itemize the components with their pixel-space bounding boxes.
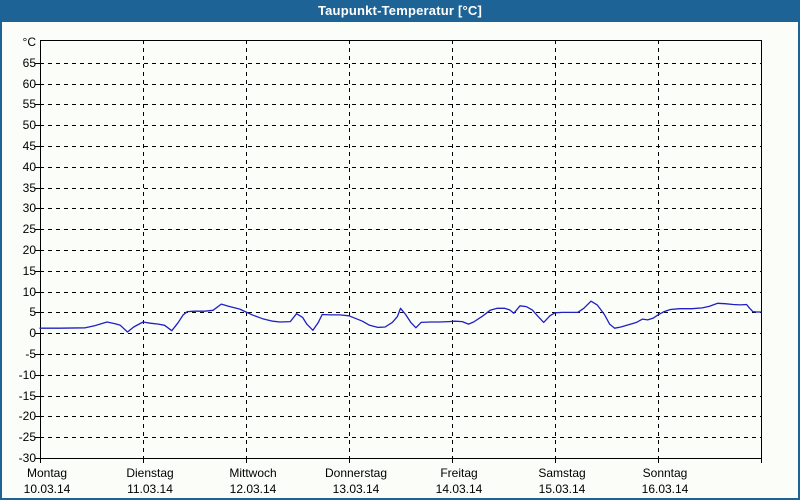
x-axis-date-label: 12.03.14 [229,482,277,496]
y-axis-tick-label: -5 [25,347,36,362]
y-axis-tick-label: 55 [22,97,36,112]
y-axis-tick-label: 10 [22,284,36,299]
title-bar: Taupunkt-Temperatur [°C] [2,2,798,22]
y-axis-tick-label: 5 [29,305,36,320]
x-axis-day-label: Montag [26,466,68,480]
x-axis-day-label: Sonntag [642,466,688,480]
x-axis-date-label: 13.03.14 [332,482,380,496]
y-axis-tick-label: -20 [18,409,36,424]
dewpoint-temperature-line [39,300,762,333]
x-axis-day-label: Donnerstag [324,466,388,480]
x-axis-date-label: 10.03.14 [23,482,71,496]
y-axis-tick-label: 65 [22,55,36,70]
y-axis-tick-label: 25 [22,222,36,237]
chart-title: Taupunkt-Temperatur [°C] [317,3,483,18]
y-axis-tick-label: 50 [22,118,36,133]
y-axis-tick-label: -25 [18,430,36,445]
x-axis-date-label: 16.03.14 [641,482,689,496]
y-axis-tick-label: -30 [18,451,36,465]
y-axis-tick-label: 35 [22,180,36,195]
y-axis-unit-label: °C [22,35,36,50]
x-axis-date-label: 15.03.14 [538,482,586,496]
y-axis-tick-label: 60 [22,76,36,91]
vertical-gridlines [143,40,659,458]
horizontal-gridlines [40,63,761,438]
x-axis-day-label: Freitag [440,466,478,480]
y-axis-tick-label: 0 [29,326,36,341]
y-axis-tick-label: 20 [22,243,36,258]
x-axis-day-label: Samstag [538,466,586,480]
plot-frame [40,40,762,459]
y-axis-tick-label: 40 [22,159,36,174]
y-axis-tick-label: 30 [22,201,36,216]
y-axis-tick-label: 45 [22,139,36,154]
x-axis-day-label: Dienstag [126,466,174,480]
x-axis-date-label: 11.03.14 [127,482,173,496]
x-axis-date-label: 14.03.14 [435,482,483,496]
y-axis-tick-label: 15 [22,263,36,278]
x-axis-day-label: Mittwoch [229,466,277,480]
y-axis-tick-label: -15 [18,388,36,403]
y-axis-tick-label: -10 [18,367,36,382]
